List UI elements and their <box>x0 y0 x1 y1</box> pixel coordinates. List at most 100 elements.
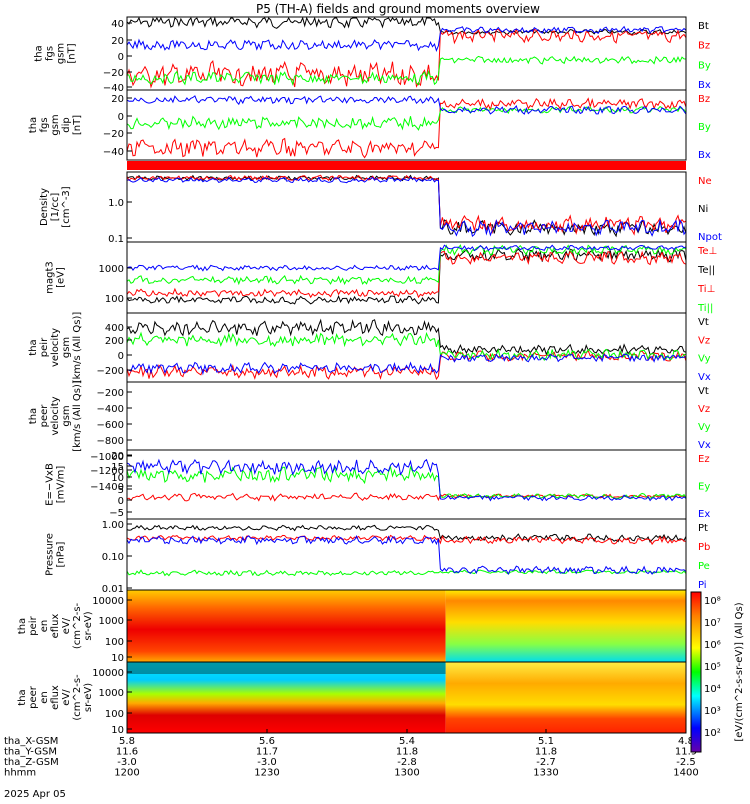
series-line-4-2 <box>126 250 687 299</box>
x-tick-label: -3.0 <box>117 757 137 768</box>
date-label: 2025 Apr 05 <box>4 789 66 800</box>
series-line-4-4 <box>126 244 687 272</box>
y-tick-label: −20 <box>103 68 124 79</box>
series-line-5-1 <box>126 318 687 356</box>
panel-1: 40 20 0 −20 −40 thafgsgsm[nT] Bt Bz By Bx <box>34 16 711 94</box>
legend-pi: Pi <box>698 580 707 591</box>
x-tick-label: 11.7 <box>256 747 278 758</box>
series-line-3-3 <box>126 176 687 237</box>
y-axis-label: E=−VxB[mV/m] <box>45 463 67 506</box>
panel-10: 10000 1000 100 10 thapeerenefluxeV/(cm^2-s-s… <box>17 661 687 736</box>
y-tick-label: 10 <box>111 653 124 664</box>
y-tick-label: −400 <box>97 404 124 415</box>
y-tick-label: 100 <box>105 294 124 305</box>
legend-bt: Bt <box>698 21 709 32</box>
colorbar-tick-label: 10² <box>704 728 721 739</box>
y-tick-label: 10000 <box>92 668 124 679</box>
series-line-1-3 <box>126 55 687 86</box>
x-tick-label: 1400 <box>673 768 698 779</box>
x-tick-label: 11.8 <box>396 747 418 758</box>
y-axis-label: thapeirvelocitygsm[km/s (All Qs)] <box>28 312 83 384</box>
series-line-3-1 <box>126 174 687 238</box>
panel-6: −200 −400 −600 −800 −1000 −1200 −1400 thapeerve… <box>28 380 711 493</box>
legend-bx: Bx <box>698 150 711 161</box>
series-line-7-2 <box>126 465 687 500</box>
y-tick-label: −40 <box>103 83 124 94</box>
panel-9: 10000 1000 100 10 thapeirenefluxeV/(cm^2-s-s… <box>17 589 687 664</box>
legend-ex: Ex <box>698 509 710 520</box>
colorbar: 10⁸ 10⁷ 10⁶ 10⁵ 10⁴ 10³ 10² [eV/(cm^2-s-sr-eV)… <box>690 591 745 753</box>
legend-bz: Bz <box>698 41 710 52</box>
legend-ey: Ey <box>698 482 710 493</box>
y-tick-label: 0 <box>118 351 124 362</box>
y-tick-label: 100 <box>105 637 124 648</box>
colorbar-tick-label: 10³ <box>704 706 721 717</box>
series-line-8-4 <box>126 535 687 575</box>
x-tick-label: 5.6 <box>259 736 275 747</box>
x-tick-label: -2.7 <box>536 757 556 768</box>
quality-flag-bar <box>127 161 686 170</box>
y-tick-label: 20 <box>111 451 124 462</box>
series-line-2-1 <box>126 97 687 159</box>
panel-frame <box>126 381 687 451</box>
x-tick-label: -3.0 <box>257 757 277 768</box>
chart-title: P5 (TH-A) fields and ground moments over… <box>256 2 540 16</box>
y-tick-label: 1.00 <box>102 520 124 531</box>
footer-row-label: tha_Y-GSM <box>4 747 57 758</box>
footer-row-label: tha_Z-GSM <box>4 757 59 768</box>
series-line-4-1 <box>126 247 687 305</box>
x-tick-label: 11.9 <box>675 747 697 758</box>
panel-frame <box>126 449 687 520</box>
colorbar-tick-label: 10⁶ <box>704 640 721 651</box>
legend-npot: Npot <box>698 232 722 243</box>
panel-4: 1000 100 magt3[eV] Te⊥ Te|| Ti⊥ Ti|| <box>45 241 717 314</box>
ion-spectrogram-after <box>445 590 686 662</box>
legend-ti⊥: Ti⊥ <box>697 284 715 295</box>
electron-spectrogram-noise <box>127 662 446 674</box>
colorbar-tick-label: 10⁴ <box>704 684 721 695</box>
legend-bz: Bz <box>698 94 710 105</box>
legend-te||: Te|| <box>697 265 715 276</box>
x-tick-label: 1200 <box>114 768 139 779</box>
y-tick-label: 20 <box>111 36 124 47</box>
y-tick-label: 1000 <box>99 616 124 627</box>
y-tick-label: −800 <box>97 436 124 447</box>
y-tick-label: 400 <box>105 323 124 334</box>
colorbar-label: [eV/(cm^2-s-sr-eV)] (All Qs) <box>734 602 745 741</box>
series-line-3-2 <box>126 174 687 236</box>
x-tick-label: 1230 <box>254 768 279 779</box>
series-line-4-3 <box>126 244 687 286</box>
legend-ni: Ni <box>698 204 708 215</box>
legend-by: By <box>698 122 711 133</box>
series-line-2-2 <box>126 105 687 131</box>
legend-vy: Vy <box>698 422 711 433</box>
series-line-5-4 <box>126 353 687 376</box>
y-tick-label: 0 <box>118 496 124 507</box>
y-tick-label: −1400 <box>90 482 124 493</box>
y-tick-label: 5 <box>118 485 124 496</box>
y-tick-label: 200 <box>105 336 124 347</box>
y-axis-label: thafgsgsmdip[nT] <box>28 114 83 135</box>
x-tick-label: 5.4 <box>399 736 415 747</box>
legend-ti||: Ti|| <box>697 303 713 314</box>
colorbar-tick-label: 10⁵ <box>704 662 721 673</box>
series-line-5-3 <box>126 331 687 362</box>
y-tick-label: 1.0 <box>108 198 124 209</box>
x-tick-label: 5.1 <box>538 736 554 747</box>
y-tick-label: 0.1 <box>108 234 124 245</box>
y-tick-label: −40 <box>103 147 124 158</box>
series-line-1-1 <box>126 16 687 36</box>
y-tick-label: −20 <box>103 129 124 140</box>
y-tick-label: −200 <box>97 366 124 377</box>
y-tick-label: 20 <box>111 94 124 105</box>
series-line-8-2 <box>126 534 686 546</box>
y-tick-label: −200 <box>97 388 124 399</box>
legend-pt: Pt <box>698 523 708 534</box>
y-axis-label: thapeerenefluxeV/(cm^2-s-sr-eV) <box>17 674 94 721</box>
y-tick-label: 1000 <box>99 264 124 275</box>
ion-spectrogram-before <box>127 590 446 662</box>
panel-5: 400 200 0 −200 thapeirvelocitygsm[km/s (All … <box>28 312 711 384</box>
colorbar-tick-label: 10⁷ <box>704 618 721 629</box>
colorbar-tick-label: 10⁸ <box>704 596 721 607</box>
